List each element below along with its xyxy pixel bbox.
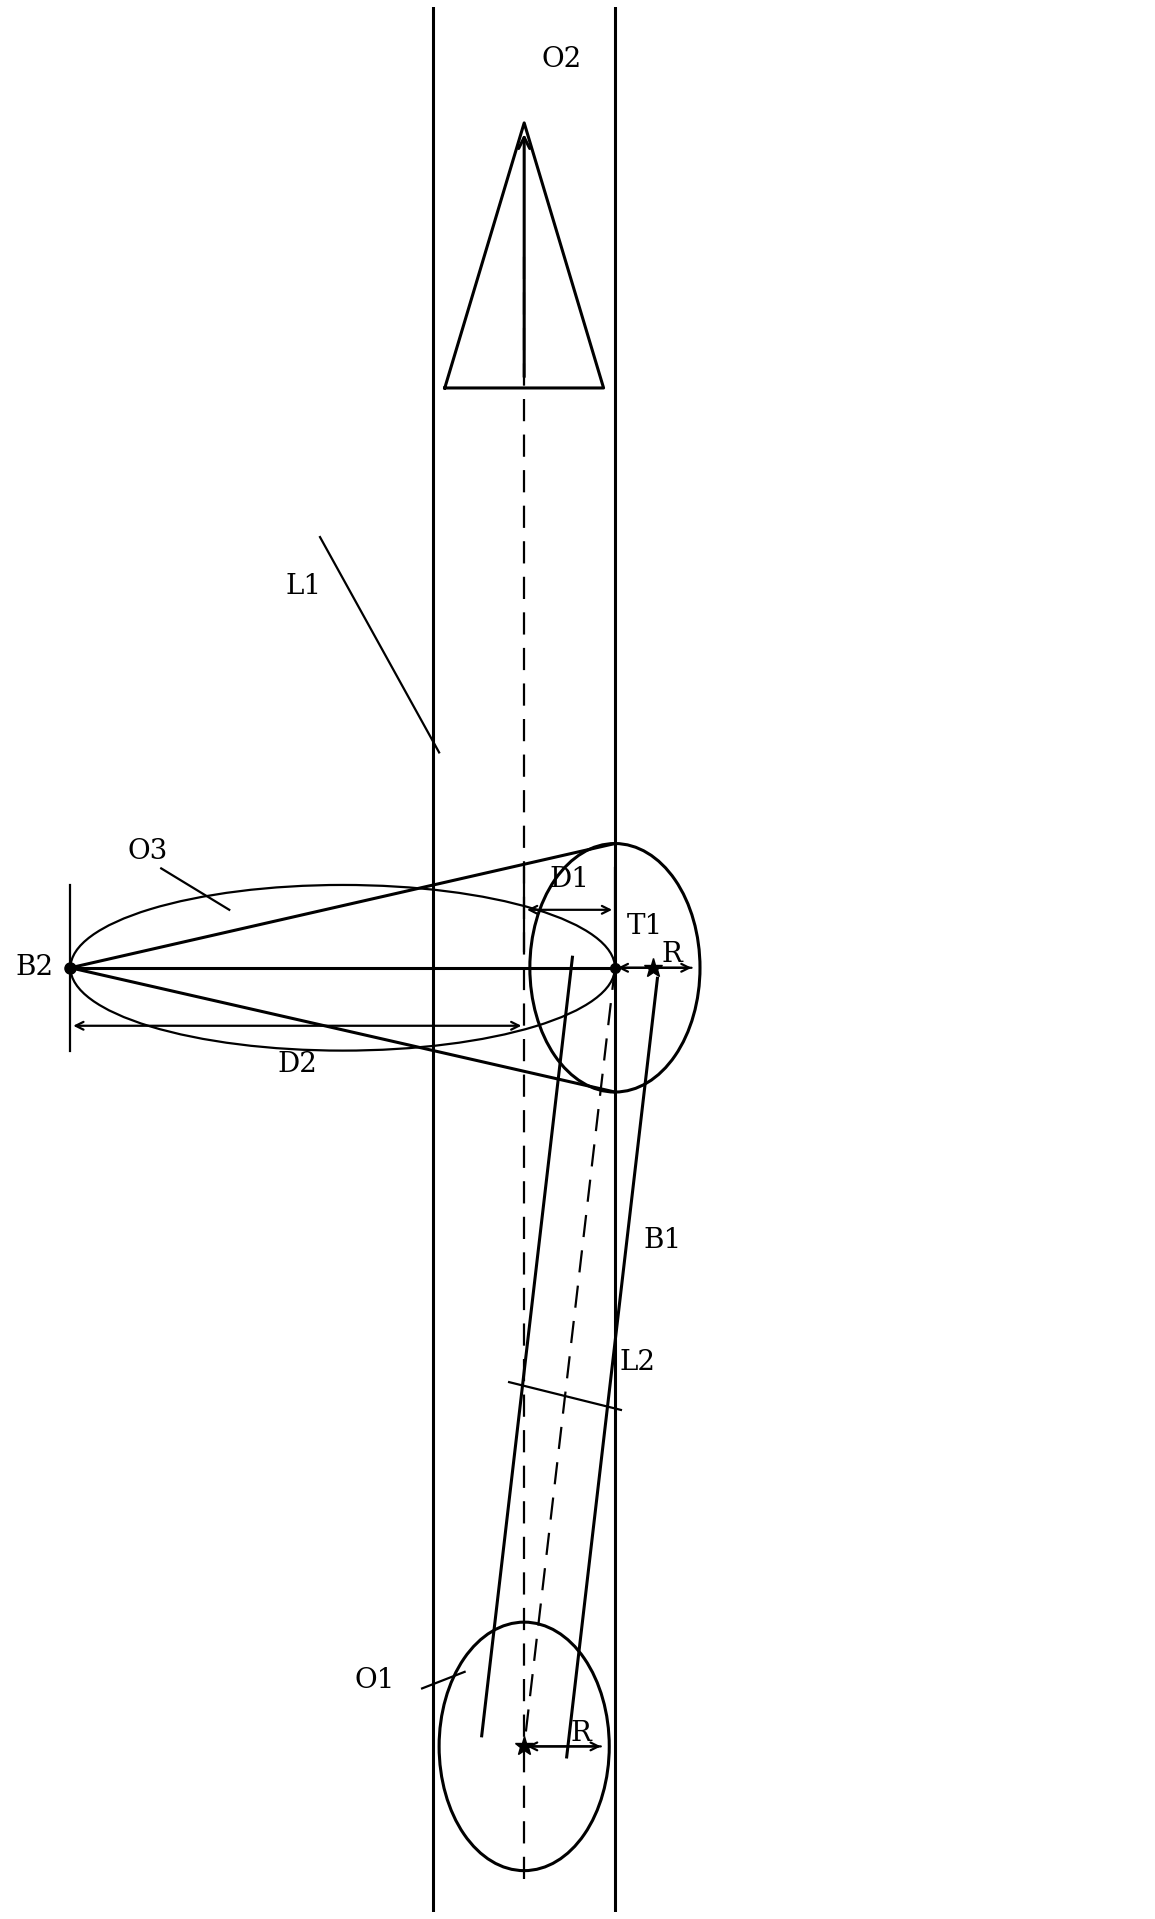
Text: B1: B1: [643, 1226, 681, 1253]
Text: D1: D1: [550, 865, 589, 892]
Text: L1: L1: [286, 574, 322, 601]
Text: R: R: [571, 1719, 591, 1746]
Text: O2: O2: [542, 46, 581, 73]
Text: O1: O1: [355, 1666, 394, 1694]
Text: R: R: [662, 940, 683, 967]
Text: B2: B2: [15, 954, 53, 981]
Text: O3: O3: [127, 839, 167, 865]
Text: L2: L2: [619, 1349, 656, 1376]
Text: T1: T1: [626, 913, 663, 940]
Text: D2: D2: [277, 1050, 318, 1078]
